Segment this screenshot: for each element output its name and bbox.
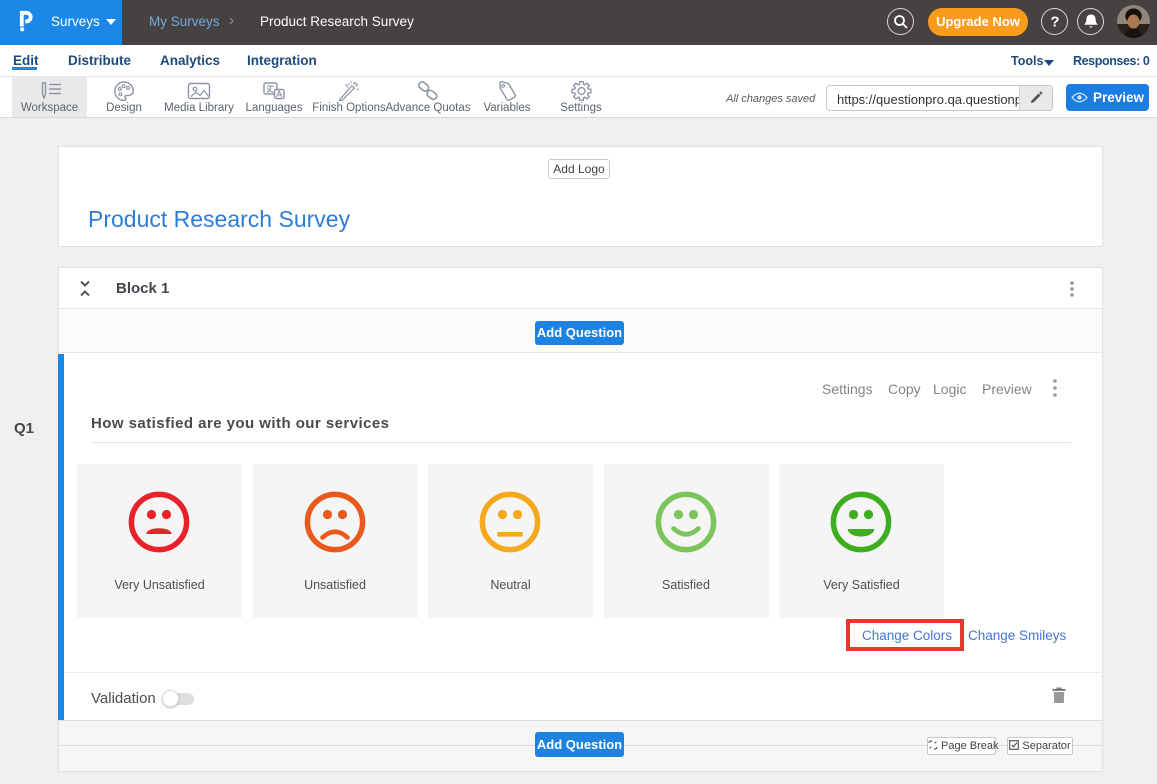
svg-text:?: ? — [1050, 14, 1059, 31]
